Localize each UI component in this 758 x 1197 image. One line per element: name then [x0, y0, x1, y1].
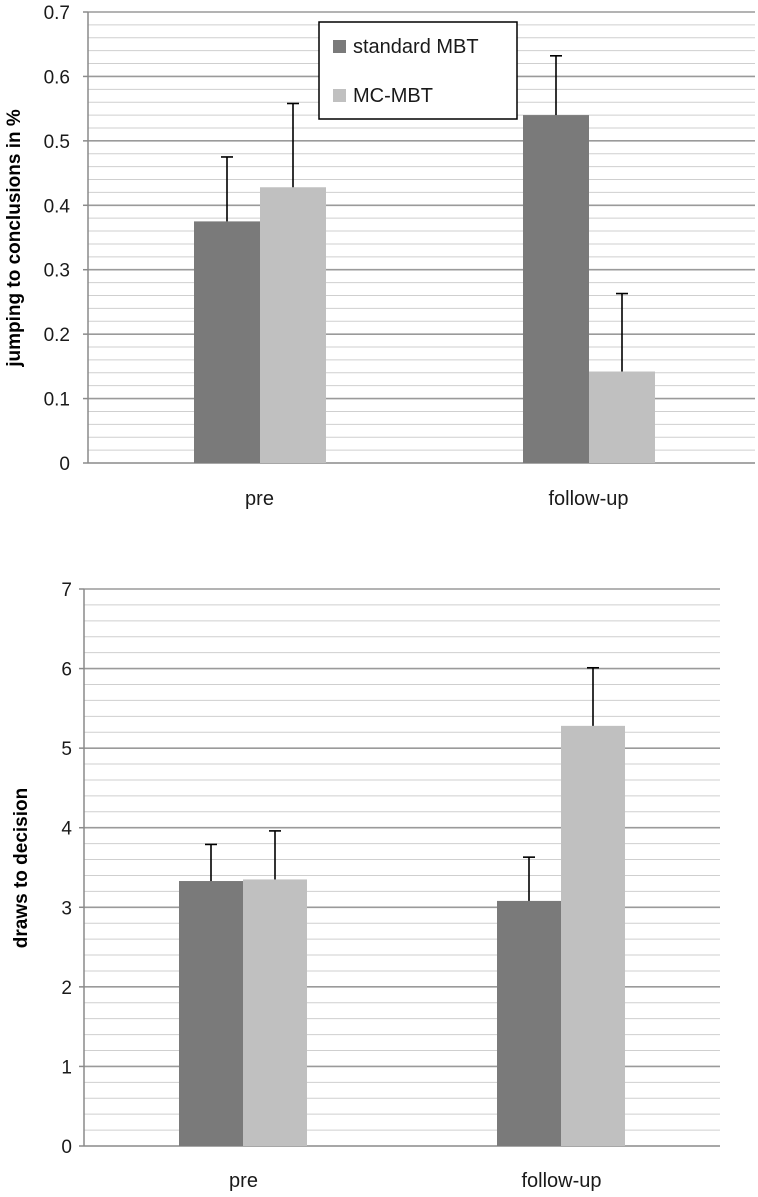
chart1-y-axis-label: jumping to conclusions in % [4, 109, 25, 368]
y-tick-label: 0.3 [44, 261, 70, 282]
y-tick-label: 0.7 [44, 3, 70, 24]
bar-standard-mbt-pre [194, 221, 260, 463]
chart1-x-tick-labels: pre follow-up [245, 488, 628, 510]
legend-box [318, 21, 518, 120]
y-tick-label: 2 [61, 978, 72, 999]
y-tick-label: 0.2 [44, 325, 70, 346]
y-tick-label: 0.6 [44, 67, 70, 88]
chart1-bars [194, 115, 655, 463]
bar-standard-mbt-pre [179, 881, 243, 1146]
chart1-category-label: follow-up [548, 488, 628, 510]
y-tick-label: 0.4 [44, 196, 71, 217]
chart2-category-label: pre [229, 1170, 258, 1192]
chart1-y-ticks: 0 0.1 0.2 0.3 0.4 0.5 0.6 0.7 [44, 3, 88, 475]
chart-jumping-to-conclusions: 0 0.1 0.2 0.3 0.4 0.5 0.6 0.7 pre follow-up jum… [4, 3, 755, 510]
chart1-category-label: pre [245, 488, 274, 510]
y-tick-label: 0 [61, 1137, 72, 1158]
chart2-y-ticks: 0 1 2 3 4 5 6 7 [61, 580, 84, 1158]
y-tick-label: 7 [61, 580, 72, 601]
chart1-legend: standard MBT MC-MBT [318, 21, 518, 120]
chart-draws-to-decision: 0 1 2 3 4 5 6 7 pre follow-up draws to decision [11, 580, 720, 1192]
chart2-category-label: follow-up [521, 1170, 601, 1192]
bar-standard-mbt-follow-up [523, 115, 589, 463]
y-tick-label: 6 [61, 660, 72, 681]
legend-label-mc-mbt: MC-MBT [353, 85, 433, 107]
bar-standard-mbt-follow-up [497, 900, 561, 1146]
legend-label-standard-mbt: standard MBT [353, 36, 479, 58]
y-tick-label: 0.5 [44, 132, 70, 153]
y-tick-label: 0.1 [44, 390, 70, 411]
y-tick-label: 3 [61, 898, 72, 919]
bar-mc-mbt-follow-up [589, 371, 655, 463]
chart2-x-tick-labels: pre follow-up [229, 1170, 601, 1192]
chart1-error-bars [221, 55, 628, 372]
legend-swatch-mc-mbt [333, 89, 346, 102]
y-tick-label: 0 [59, 454, 70, 475]
chart2-y-axis-label: draws to decision [11, 788, 32, 948]
y-tick-label: 1 [61, 1057, 72, 1078]
legend-swatch-standard-mbt [333, 40, 346, 53]
bar-mc-mbt-pre [260, 187, 326, 463]
bar-mc-mbt-pre [243, 879, 307, 1146]
y-tick-label: 5 [61, 739, 72, 760]
y-tick-label: 4 [61, 819, 72, 840]
bar-mc-mbt-follow-up [561, 725, 625, 1146]
chart2-bars [179, 725, 625, 1146]
chart2-error-bars [205, 666, 599, 901]
